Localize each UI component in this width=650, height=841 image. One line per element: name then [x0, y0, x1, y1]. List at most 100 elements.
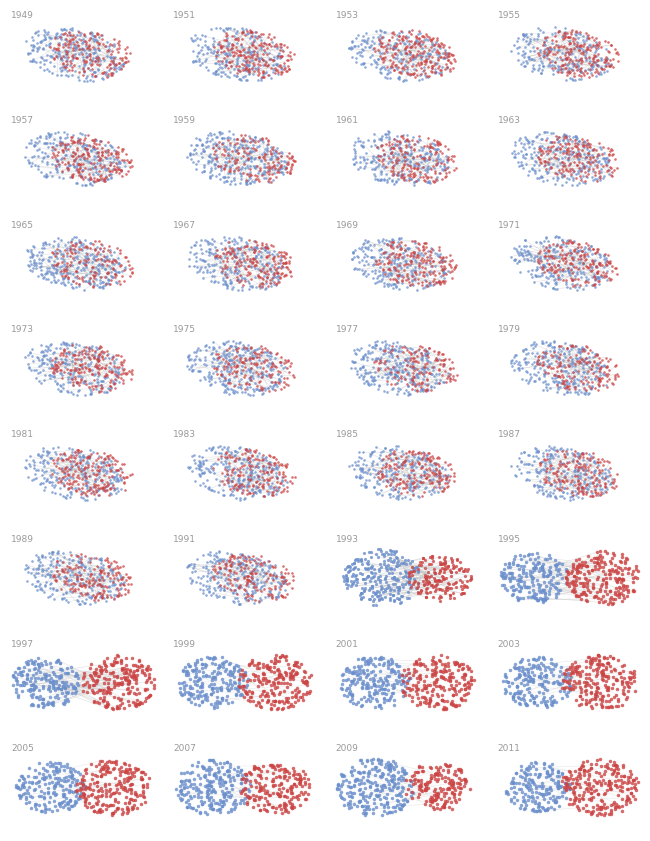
Point: [132, 664, 142, 677]
Point: [393, 373, 404, 386]
Point: [70, 160, 81, 173]
Point: [243, 693, 254, 706]
Point: [552, 586, 563, 600]
Point: [512, 145, 523, 159]
Point: [53, 797, 64, 811]
Point: [447, 778, 457, 791]
Point: [552, 778, 563, 791]
Point: [119, 780, 129, 793]
Point: [240, 246, 250, 260]
Point: [98, 244, 108, 257]
Point: [25, 263, 35, 277]
Point: [389, 471, 399, 484]
Point: [575, 66, 586, 79]
Point: [547, 340, 558, 353]
Point: [417, 161, 428, 174]
Point: [191, 138, 202, 151]
Point: [246, 362, 256, 375]
Point: [364, 463, 374, 476]
Point: [579, 481, 590, 495]
Point: [573, 590, 584, 603]
Point: [77, 178, 87, 192]
Point: [382, 378, 392, 391]
Point: [215, 60, 226, 73]
Point: [554, 460, 565, 473]
Point: [404, 164, 415, 177]
Point: [256, 38, 266, 51]
Point: [86, 590, 97, 604]
Point: [55, 474, 65, 488]
Point: [402, 674, 413, 687]
Point: [59, 466, 70, 479]
Point: [408, 355, 418, 368]
Point: [554, 24, 564, 37]
Point: [515, 669, 525, 682]
Point: [426, 60, 437, 73]
Point: [249, 246, 259, 259]
Point: [237, 140, 247, 154]
Point: [538, 450, 548, 463]
Point: [263, 488, 273, 501]
Point: [257, 166, 268, 179]
Point: [23, 657, 33, 670]
Point: [255, 781, 266, 795]
Point: [538, 336, 549, 350]
Point: [74, 47, 85, 61]
Point: [595, 556, 606, 569]
Point: [558, 341, 568, 355]
Point: [248, 759, 259, 773]
Point: [599, 271, 609, 284]
Point: [262, 786, 272, 800]
Point: [392, 135, 402, 148]
Point: [367, 341, 377, 354]
Point: [577, 257, 588, 271]
Point: [45, 578, 55, 591]
Point: [233, 257, 243, 271]
Point: [365, 565, 376, 579]
Point: [175, 779, 185, 792]
Point: [400, 766, 411, 780]
Point: [546, 268, 556, 282]
Point: [532, 593, 543, 606]
Point: [525, 45, 535, 58]
Point: [367, 777, 377, 791]
Point: [84, 383, 95, 396]
Point: [585, 140, 595, 154]
Point: [413, 132, 424, 145]
Point: [216, 40, 226, 53]
Point: [66, 150, 77, 163]
Point: [246, 141, 256, 155]
Point: [232, 587, 242, 600]
Point: [34, 40, 44, 54]
Point: [599, 248, 609, 262]
Point: [81, 247, 92, 261]
Point: [554, 358, 565, 372]
Point: [355, 155, 365, 168]
Point: [519, 252, 529, 266]
Point: [355, 362, 365, 375]
Point: [347, 578, 358, 591]
Point: [529, 479, 539, 493]
Point: [439, 701, 450, 714]
Point: [382, 563, 393, 576]
Point: [572, 267, 582, 281]
Point: [386, 60, 396, 73]
Point: [242, 575, 253, 589]
Point: [270, 681, 281, 695]
Point: [398, 149, 409, 162]
Point: [359, 348, 370, 362]
Point: [38, 357, 49, 370]
Point: [109, 473, 120, 486]
Point: [421, 577, 432, 590]
Point: [133, 697, 144, 711]
Point: [559, 131, 569, 145]
Point: [394, 667, 404, 680]
Point: [570, 468, 580, 482]
Point: [209, 151, 220, 165]
Point: [248, 45, 258, 59]
Point: [585, 137, 595, 151]
Point: [579, 366, 590, 379]
Point: [562, 262, 573, 275]
Point: [434, 474, 444, 488]
Point: [262, 465, 272, 479]
